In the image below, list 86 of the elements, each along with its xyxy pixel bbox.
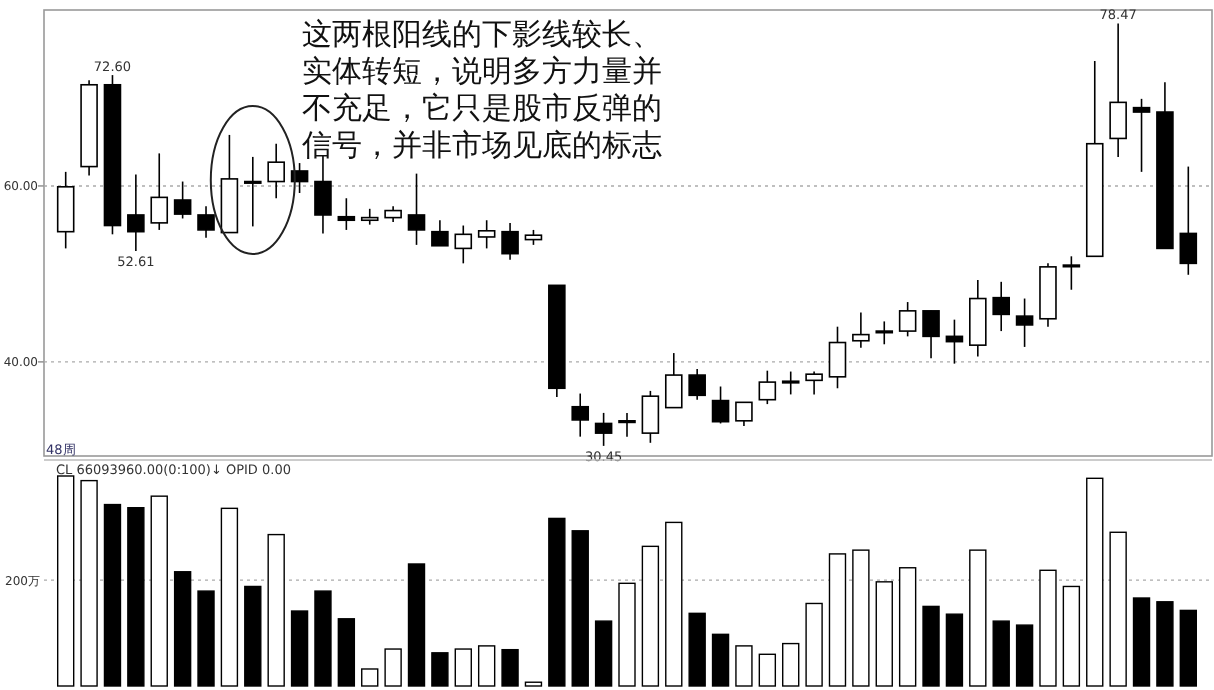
candlestick	[360, 208, 379, 226]
bar	[852, 549, 870, 687]
candlestick	[969, 279, 987, 358]
bar	[1086, 477, 1104, 687]
bar	[875, 581, 893, 687]
candlestick	[1109, 22, 1127, 158]
bar	[56, 475, 75, 687]
candlestick	[711, 385, 730, 425]
candlestick	[173, 180, 192, 220]
bar	[407, 563, 426, 687]
candlestick	[664, 352, 683, 409]
bar	[80, 479, 98, 687]
candlestick	[407, 172, 426, 246]
bar	[501, 648, 519, 687]
bar	[477, 645, 496, 687]
bar	[735, 645, 753, 687]
bar	[922, 605, 940, 687]
candlestick	[1015, 297, 1034, 348]
candlestick	[875, 320, 894, 346]
bar	[805, 602, 823, 687]
bar	[641, 545, 660, 687]
bar	[431, 652, 449, 687]
candlestick	[781, 370, 800, 396]
bar	[290, 610, 309, 687]
bar	[1109, 531, 1127, 687]
bar	[220, 507, 239, 687]
bar	[992, 620, 1010, 687]
bar	[197, 590, 215, 687]
bar	[758, 653, 777, 687]
candlestick	[56, 171, 75, 250]
candlestick	[805, 370, 823, 396]
candlestick	[594, 412, 613, 447]
candlestick	[454, 224, 473, 265]
candlestick	[244, 156, 262, 228]
candlestick	[501, 222, 519, 261]
bar	[1156, 601, 1174, 687]
candlestick	[150, 152, 169, 231]
candlestick	[337, 197, 356, 231]
bar	[1179, 609, 1198, 687]
candlestick	[1179, 165, 1198, 276]
candlestick	[992, 281, 1010, 332]
bar	[1132, 597, 1151, 687]
bar	[1039, 569, 1057, 687]
candlestick	[688, 368, 706, 401]
bar	[127, 507, 145, 687]
annotation: 这两根阳线的下影线较长、实体转短，说明多方力量并不充足，它只是股市反弹的信号，并非市场见底的标志	[302, 16, 662, 163]
bar	[267, 533, 285, 687]
bar	[1062, 585, 1081, 687]
candlestick	[1062, 255, 1081, 291]
bar	[103, 503, 122, 687]
bar	[173, 571, 192, 687]
candlestick	[197, 205, 215, 239]
candlestick	[267, 142, 285, 200]
candlestick	[735, 401, 753, 427]
candlestick	[922, 310, 940, 360]
candlestick	[618, 412, 636, 438]
candlestick	[1132, 98, 1151, 173]
bar	[665, 521, 683, 687]
bar	[969, 549, 987, 687]
bar	[1015, 624, 1034, 687]
bar	[945, 613, 964, 687]
bar	[828, 553, 847, 687]
candlestick	[758, 369, 777, 405]
bar	[361, 668, 379, 687]
bar	[384, 648, 402, 687]
bar	[454, 648, 472, 687]
candlestick	[852, 311, 870, 349]
bar	[571, 530, 589, 687]
bar	[337, 618, 356, 687]
candlestick	[641, 390, 660, 444]
bar	[898, 567, 917, 687]
bar	[688, 612, 706, 687]
bar	[314, 590, 332, 687]
bar	[782, 642, 800, 687]
candlestick	[431, 219, 449, 247]
bar	[150, 495, 168, 687]
candlestick	[127, 173, 145, 252]
bar	[548, 517, 566, 687]
bar	[618, 582, 636, 687]
bar	[711, 633, 730, 687]
candlestick	[828, 325, 847, 390]
candlestick	[898, 301, 917, 338]
bar	[244, 585, 262, 687]
bar	[594, 620, 613, 687]
candlestick	[477, 219, 496, 250]
candlestick	[571, 392, 590, 438]
